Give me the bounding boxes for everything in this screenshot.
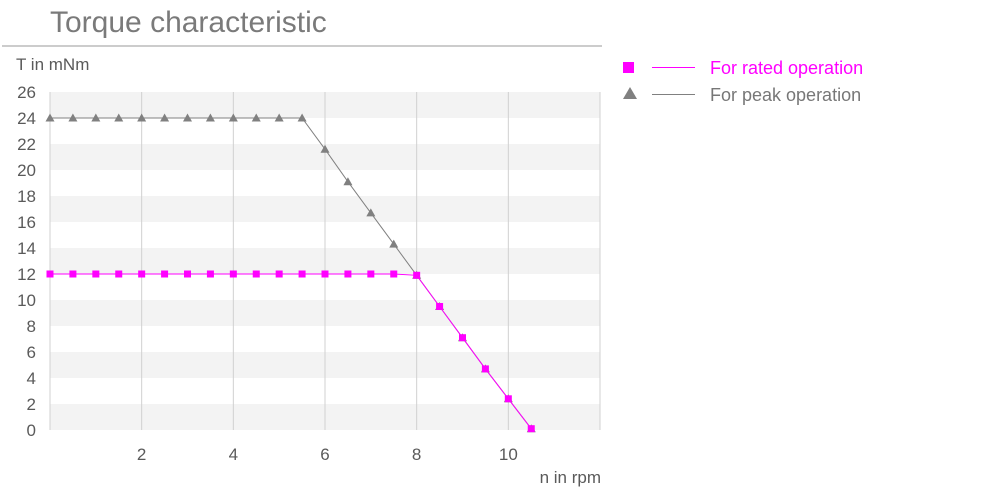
y-axis-label: T in mNm — [16, 55, 89, 74]
x-tick-label: 10 — [499, 445, 518, 464]
rated-point — [161, 270, 169, 278]
rated-point — [46, 270, 54, 278]
peak-point — [160, 113, 170, 122]
peak-point — [68, 113, 78, 122]
rated-point — [459, 334, 466, 342]
rated-point — [115, 270, 123, 278]
rated-point — [184, 270, 191, 278]
peak-point — [320, 144, 330, 153]
peak-point — [251, 113, 261, 122]
rated-point — [527, 425, 535, 433]
y-tick-label: 2 — [27, 395, 36, 414]
y-tick-label: 12 — [17, 265, 36, 284]
y-tick-label: 14 — [17, 239, 36, 258]
x-axis-label: n in rpm — [540, 468, 601, 487]
rated-point — [367, 270, 375, 278]
peak-point — [366, 208, 376, 217]
legend-triangle-marker-icon — [623, 87, 637, 99]
x-tick-label: 6 — [320, 445, 329, 464]
rated-point — [436, 303, 444, 310]
y-tick-label: 0 — [27, 421, 36, 440]
peak-point — [274, 113, 284, 122]
peak-point — [389, 239, 399, 248]
rated-point — [275, 270, 283, 278]
rated-point — [321, 270, 329, 278]
series-line-rated — [50, 273, 532, 430]
vertical-gridlines — [49, 92, 601, 430]
rated-point — [138, 270, 146, 278]
y-tick-label: 24 — [17, 109, 36, 128]
legend-square-marker-icon — [623, 62, 634, 73]
y-tick-label: 22 — [17, 135, 36, 154]
legend-rated-label: For rated operation — [710, 58, 863, 78]
rated-point — [504, 395, 512, 403]
rated-point — [252, 270, 260, 278]
y-tick-label: 10 — [17, 291, 36, 310]
rated-point — [92, 270, 100, 278]
rated-point — [481, 365, 489, 373]
legend-peak-label: For peak operation — [710, 85, 861, 105]
peak-point — [183, 113, 192, 122]
peak-point — [205, 113, 215, 122]
y-tick-label: 6 — [27, 343, 36, 362]
legend: For rated operation For peak operation — [623, 58, 863, 105]
x-tick-label: 4 — [229, 445, 238, 464]
y-tick-label: 18 — [17, 187, 36, 206]
peak-point — [297, 113, 307, 122]
rated-point — [69, 270, 77, 278]
y-tick-label: 8 — [27, 317, 36, 336]
y-tick-label: 26 — [17, 83, 36, 102]
peak-point — [45, 113, 55, 122]
x-tick-labels: 2 4 6 8 10 — [137, 445, 518, 464]
y-tick-label: 20 — [17, 161, 36, 180]
rated-point — [344, 270, 352, 278]
legend-item-peak: For peak operation — [623, 85, 861, 105]
y-tick-label: 16 — [17, 213, 36, 232]
series-markers — [45, 113, 536, 433]
rated-point — [390, 270, 398, 278]
peak-point — [91, 113, 101, 122]
x-tick-label: 8 — [412, 445, 421, 464]
peak-point — [228, 113, 238, 122]
rated-point — [298, 270, 306, 278]
rated-point — [206, 270, 214, 278]
series-lines — [50, 117, 532, 430]
peak-point — [343, 177, 353, 186]
rated-point — [229, 270, 237, 278]
chart-title: Torque characteristic — [50, 6, 327, 39]
legend-item-rated: For rated operation — [623, 58, 863, 78]
x-tick-label: 2 — [137, 445, 146, 464]
y-tick-label: 4 — [27, 369, 36, 388]
peak-point — [114, 113, 124, 122]
rated-point — [413, 271, 421, 279]
peak-point — [137, 113, 147, 122]
